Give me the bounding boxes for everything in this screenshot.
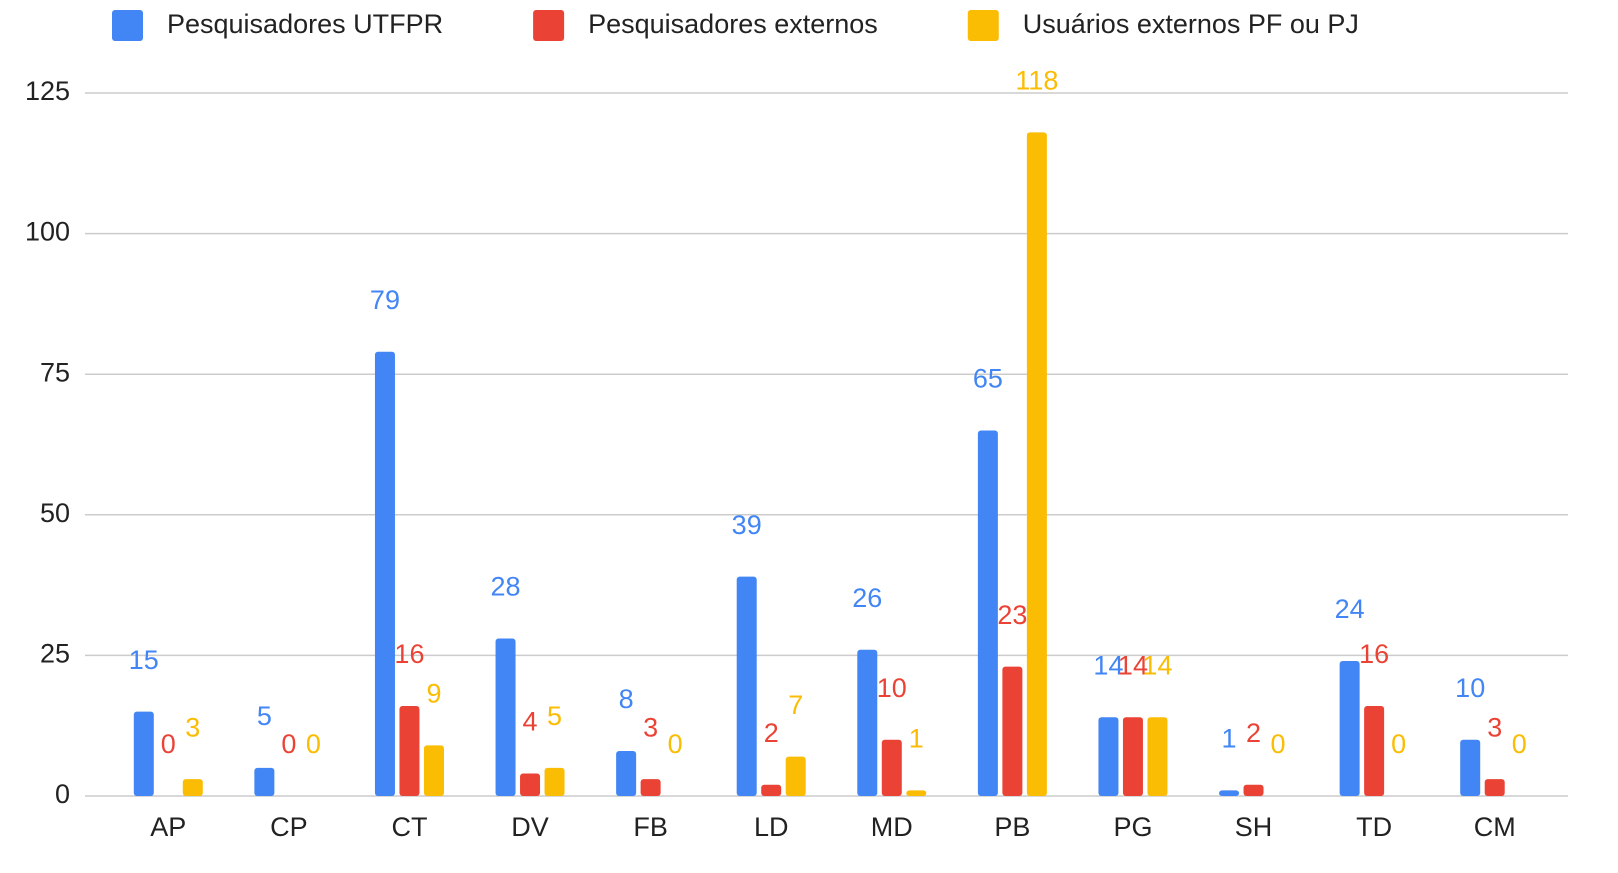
bar xyxy=(906,790,927,796)
legend-swatch xyxy=(967,10,999,41)
data-label: 3 xyxy=(185,712,200,742)
data-label: 0 xyxy=(306,729,321,759)
data-label: 28 xyxy=(491,572,521,602)
data-label: 15 xyxy=(129,645,159,675)
bar xyxy=(520,773,541,796)
y-tick-label: 75 xyxy=(40,357,70,387)
bar xyxy=(1026,132,1047,797)
data-label: 9 xyxy=(426,679,441,709)
bar xyxy=(1122,717,1143,796)
data-label: 23 xyxy=(997,600,1027,630)
x-tick-label: CP xyxy=(270,812,308,842)
x-tick-label: PG xyxy=(1113,812,1152,842)
bar xyxy=(254,767,275,796)
data-label: 3 xyxy=(1487,712,1502,742)
x-tick-label: AP xyxy=(150,812,186,842)
bar xyxy=(881,739,902,796)
data-label: 24 xyxy=(1335,594,1365,624)
legend-swatch xyxy=(112,10,143,41)
bar xyxy=(1219,790,1240,796)
legend-label: Usuários externos PF ou PJ xyxy=(1023,9,1359,39)
bar xyxy=(423,745,444,796)
data-label: 14 xyxy=(1118,650,1148,680)
data-label: 118 xyxy=(1015,65,1058,95)
x-tick-label: FB xyxy=(633,812,668,842)
bar xyxy=(1243,784,1264,796)
bar xyxy=(785,756,806,796)
data-label: 16 xyxy=(394,639,424,669)
bar xyxy=(399,706,420,796)
y-tick-label: 125 xyxy=(25,76,70,106)
legend-label: Pesquisadores UTFPR xyxy=(167,9,443,39)
data-label: 0 xyxy=(1512,729,1527,759)
data-label: 14 xyxy=(1142,650,1172,680)
bar xyxy=(133,711,154,796)
bar xyxy=(495,638,516,796)
bar xyxy=(1147,717,1168,796)
x-tick-label: SH xyxy=(1235,812,1273,842)
x-tick-label: PB xyxy=(994,812,1030,842)
bar xyxy=(1364,706,1385,796)
bar xyxy=(1098,717,1119,796)
bar xyxy=(182,779,203,796)
bar xyxy=(1484,779,1505,796)
y-tick-label: 100 xyxy=(25,217,70,247)
bar xyxy=(1002,666,1023,796)
data-label: 65 xyxy=(973,364,1003,394)
data-label: 2 xyxy=(764,718,779,748)
bar xyxy=(374,351,395,796)
data-label: 5 xyxy=(257,701,272,731)
data-label: 10 xyxy=(1455,673,1485,703)
y-tick-label: 25 xyxy=(40,639,70,669)
bar xyxy=(640,779,661,796)
data-label: 10 xyxy=(877,673,907,703)
x-tick-label: CM xyxy=(1474,812,1516,842)
data-label: 79 xyxy=(370,285,400,315)
data-label: 4 xyxy=(523,707,538,737)
y-tick-label: 0 xyxy=(55,779,70,809)
data-label: 8 xyxy=(619,684,634,714)
data-label: 1 xyxy=(1222,724,1237,754)
bar xyxy=(616,751,637,796)
bar xyxy=(736,576,757,796)
data-label: 0 xyxy=(161,729,176,759)
x-tick-label: DV xyxy=(511,812,549,842)
bar xyxy=(977,430,998,796)
data-label: 14 xyxy=(1093,650,1123,680)
data-label: 0 xyxy=(668,729,683,759)
bar xyxy=(761,784,782,796)
bar xyxy=(1339,661,1360,796)
legend-label: Pesquisadores externos xyxy=(588,9,878,39)
data-label: 2 xyxy=(1246,718,1261,748)
data-label: 0 xyxy=(1271,729,1286,759)
bar xyxy=(544,767,565,796)
legend-swatch xyxy=(533,10,565,41)
x-tick-label: MD xyxy=(871,812,913,842)
data-label: 0 xyxy=(1391,729,1406,759)
data-label: 0 xyxy=(281,729,296,759)
x-tick-label: LD xyxy=(754,812,789,842)
data-label: 1 xyxy=(909,724,924,754)
bar xyxy=(1460,739,1481,796)
data-label: 16 xyxy=(1359,639,1389,669)
data-label: 3 xyxy=(643,712,658,742)
y-tick-label: 50 xyxy=(40,498,70,528)
bar xyxy=(857,649,878,796)
data-label: 39 xyxy=(732,510,762,540)
data-label: 7 xyxy=(788,690,803,720)
x-tick-label: CT xyxy=(391,812,427,842)
data-label: 26 xyxy=(852,583,882,613)
data-label: 5 xyxy=(547,701,562,731)
x-tick-label: TD xyxy=(1356,812,1392,842)
